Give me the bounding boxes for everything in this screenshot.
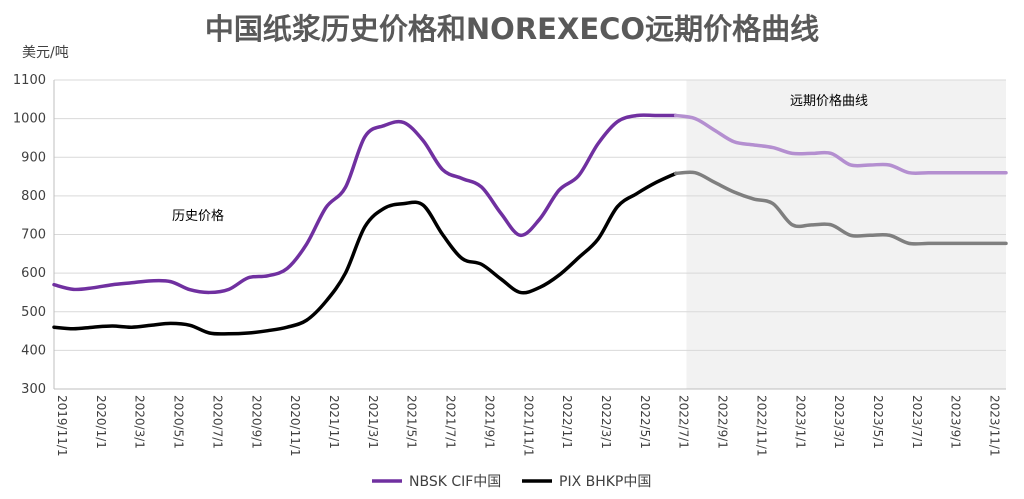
x-tick-label: 2019/11/1 bbox=[55, 395, 69, 457]
x-tick-label: 2021/5/1 bbox=[405, 395, 419, 449]
y-tick-label: 900 bbox=[21, 150, 46, 165]
x-tick-label: 2020/3/1 bbox=[133, 395, 147, 449]
x-tick-label: 2023/11/1 bbox=[988, 395, 1002, 457]
x-tick-label: 2022/1/1 bbox=[560, 395, 574, 449]
axes bbox=[53, 80, 1006, 390]
x-tick-label: 2020/7/1 bbox=[210, 395, 224, 449]
y-axis-unit-label: 美元/吨 bbox=[22, 45, 69, 61]
x-tick-label: 2022/11/1 bbox=[754, 395, 768, 457]
x-tick-label: 2023/3/1 bbox=[832, 395, 846, 449]
y-tick-labels: 300 400 500 600 700 800 900 1000 1100 bbox=[13, 73, 46, 397]
x-tick-label: 2023/1/1 bbox=[793, 395, 807, 449]
x-tick-label: 2023/9/1 bbox=[949, 395, 963, 449]
x-tick-label: 2023/5/1 bbox=[871, 395, 885, 449]
legend: NBSK CIF中国 PIX BHKP中国 bbox=[372, 474, 651, 490]
x-tick-label: 2022/3/1 bbox=[599, 395, 613, 449]
x-tick-label: 2022/7/1 bbox=[677, 395, 691, 449]
x-tick-label: 2020/11/1 bbox=[288, 395, 302, 457]
y-tick-label: 800 bbox=[21, 189, 46, 204]
annotation-forward: 远期价格曲线 bbox=[790, 93, 868, 109]
series-line-history-0 bbox=[52, 113, 678, 295]
x-tick-label: 2021/3/1 bbox=[366, 395, 380, 449]
series-lines bbox=[52, 113, 1008, 336]
x-tick-label: 2020/9/1 bbox=[249, 395, 263, 449]
legend-label: PIX BHKP中国 bbox=[559, 474, 651, 490]
y-tick-label: 600 bbox=[21, 266, 46, 281]
x-tick-label: 2021/11/1 bbox=[521, 395, 535, 457]
x-tick-label: 2020/1/1 bbox=[94, 395, 108, 449]
x-tick-label: 2021/9/1 bbox=[482, 395, 496, 449]
y-tick-label: 1000 bbox=[13, 112, 46, 127]
x-tick-label: 2022/9/1 bbox=[716, 395, 730, 449]
y-tick-label: 400 bbox=[21, 343, 46, 358]
x-tick-label: 2020/5/1 bbox=[172, 395, 186, 449]
chart-title: 中国纸浆历史价格和NOREXECO远期价格曲线 bbox=[204, 12, 820, 46]
annotation-history: 历史价格 bbox=[172, 208, 224, 224]
x-tick-label: 2022/5/1 bbox=[638, 395, 652, 449]
x-tick-label: 2021/1/1 bbox=[327, 395, 341, 449]
y-tick-label: 700 bbox=[21, 228, 46, 243]
y-tick-label: 300 bbox=[21, 382, 46, 397]
x-tick-label: 2023/7/1 bbox=[910, 395, 924, 449]
series-line-history-1 bbox=[52, 171, 678, 336]
x-tick-label: 2021/7/1 bbox=[444, 395, 458, 449]
series-line-forward-1 bbox=[673, 170, 1008, 246]
x-tick-labels: 2019/11/1 2020/1/1 2020/3/1 2020/5/1 2020/7/… bbox=[55, 395, 1002, 457]
y-tick-label: 500 bbox=[21, 305, 46, 320]
series-line-forward-0 bbox=[673, 113, 1008, 176]
y-tick-label: 1100 bbox=[13, 73, 46, 88]
legend-label: NBSK CIF中国 bbox=[409, 474, 501, 490]
